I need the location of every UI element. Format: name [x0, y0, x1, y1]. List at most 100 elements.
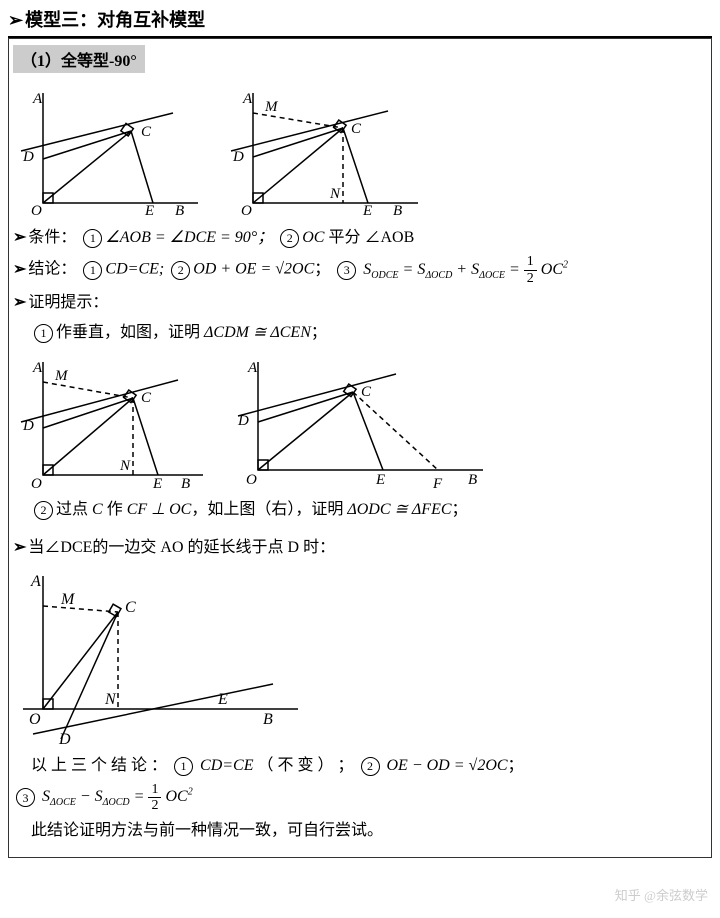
svg-text:E: E	[152, 476, 162, 490]
frac-num: 1	[524, 254, 537, 270]
svg-text:B: B	[263, 711, 273, 728]
svg-text:D: D	[232, 149, 244, 165]
svg-text:E: E	[375, 472, 385, 488]
c2c1: CD=CE	[200, 757, 253, 774]
cond1: ∠AOB = ∠DCE = 90°；	[105, 229, 273, 246]
conc1: CD=CE;	[105, 261, 164, 278]
svg-text:C: C	[141, 390, 152, 406]
svg-text:A: A	[30, 573, 41, 590]
circle-2-icon: 2	[280, 229, 299, 248]
svg-text:D: D	[58, 731, 71, 748]
svg-text:M: M	[264, 99, 279, 115]
svg-text:E: E	[144, 203, 154, 218]
cond2-oc: OC	[302, 229, 324, 246]
title-text: 模型三：对角互补模型	[25, 10, 205, 30]
svg-text:M: M	[60, 591, 76, 608]
conc2a: OD + OE =	[193, 261, 275, 278]
semi: ；	[314, 261, 330, 278]
cond2: 平分 ∠AOB	[324, 229, 414, 246]
proof1a: 作垂直，如图，证明	[56, 324, 204, 341]
p2d: CF ⊥ OC	[127, 501, 192, 518]
svg-text:D: D	[22, 418, 34, 434]
diagram-4: A C D O E F B	[228, 350, 488, 490]
final-note: 此结论证明方法与前一种情况一致，可自行尝试。	[13, 817, 707, 844]
diagram-row-2: AMC DN OEB ACD OEFB	[13, 350, 707, 490]
c3e: OC	[165, 788, 187, 805]
fraction-half-2: 12	[148, 782, 161, 814]
conc3e: OC	[541, 261, 563, 278]
circle-2b-icon: 2	[171, 261, 190, 280]
circle-c2-icon: 2	[361, 757, 380, 776]
c3c: =	[130, 788, 149, 805]
subtitle: （1）全等型-90°	[13, 45, 145, 73]
content-box: （1）全等型-90° A C D O E B	[8, 38, 712, 858]
diagram-1: A C D O E B	[13, 83, 203, 218]
semi4: ；	[508, 757, 524, 774]
svg-text:C: C	[361, 384, 372, 400]
proof-step-2: 2过点 C 作 CF ⊥ OC，如上图（右），证明 ΔODC ≅ ΔFEC；	[13, 496, 707, 523]
svg-text:A: A	[32, 91, 43, 107]
svg-text:E: E	[362, 203, 372, 218]
conc3s2: ΔOCD	[425, 270, 452, 281]
svg-text:N: N	[104, 691, 117, 708]
svg-text:A: A	[247, 360, 258, 376]
svg-text:F: F	[432, 476, 443, 490]
svg-text:C: C	[141, 124, 152, 140]
fraction-half: 12	[524, 254, 537, 286]
c3a: S	[42, 788, 50, 805]
conc2b: OC	[292, 261, 314, 278]
c3s1: ΔOCE	[50, 798, 76, 809]
c2c1b: （ 不 变 ） ；	[257, 757, 353, 774]
c2c2a: OE − OD =	[387, 757, 469, 774]
root2: √2	[275, 261, 292, 278]
model-title: ➢模型三：对角互补模型	[8, 6, 712, 38]
conclusions: ➢结论： 1CD=CE; 2OD + OE = √2OC； 3 SODCE = …	[13, 254, 707, 286]
proof-step-1: 1作垂直，如图，证明 ΔCDM ≅ ΔCEN；	[13, 319, 707, 346]
diagram-row-1: ACD OEB AMC DN	[13, 83, 707, 218]
p2a: 过点	[56, 501, 92, 518]
p2c: 作	[103, 501, 127, 518]
conc3b: = S	[399, 261, 426, 278]
conc3d: =	[505, 261, 524, 278]
svg-text:O: O	[246, 472, 257, 488]
svg-text:B: B	[393, 203, 402, 218]
circle-c3-icon: 3	[16, 788, 35, 807]
svg-text:B: B	[175, 203, 184, 218]
svg-text:M: M	[54, 368, 69, 384]
case2-conc3: 3 SΔOCE − SΔOCD = 12 OC2	[13, 782, 707, 814]
svg-text:B: B	[181, 476, 190, 490]
watermark: 知乎 @余弦数学	[615, 885, 708, 904]
c3d: 2	[148, 798, 161, 813]
p2f: ΔODC ≅ ΔFEC	[347, 501, 451, 518]
conc3s3: ΔOCE	[479, 270, 505, 281]
p2b: C	[92, 501, 103, 518]
circle-p2-icon: 2	[34, 501, 53, 520]
svg-text:D: D	[237, 413, 249, 429]
diagram-5: AMC NO EBD	[13, 564, 303, 749]
circle-3-icon: 3	[337, 261, 356, 280]
svg-text:N: N	[329, 186, 341, 202]
svg-text:C: C	[351, 121, 362, 137]
conc3sup: 2	[563, 259, 568, 270]
circle-1b-icon: 1	[83, 261, 102, 280]
svg-text:A: A	[32, 360, 43, 376]
c3b: − S	[76, 788, 103, 805]
svg-text:N: N	[119, 458, 131, 474]
svg-text:C: C	[125, 599, 136, 616]
diagram-2: AMC DN OEB	[223, 83, 423, 218]
diagram-3: AMC DN OEB	[13, 350, 208, 490]
case2-label: 当∠DCE的一边交 AO 的延长线于点 D 时：	[28, 539, 335, 556]
c3n: 1	[148, 782, 161, 798]
svg-text:B: B	[468, 472, 477, 488]
svg-text:D: D	[22, 149, 34, 165]
c3sup: 2	[188, 787, 193, 798]
case2: ➢当∠DCE的一边交 AO 的延长线于点 D 时：	[13, 534, 707, 561]
svg-text:E: E	[217, 691, 228, 708]
c2c2b: OC	[485, 757, 507, 774]
semi2: ；	[311, 324, 327, 341]
circle-1-icon: 1	[83, 229, 102, 248]
svg-text:A: A	[242, 91, 253, 107]
svg-text:O: O	[31, 203, 42, 218]
proof-hint: ➢证明提示：	[13, 289, 707, 316]
c3s2: ΔOCD	[103, 798, 130, 809]
